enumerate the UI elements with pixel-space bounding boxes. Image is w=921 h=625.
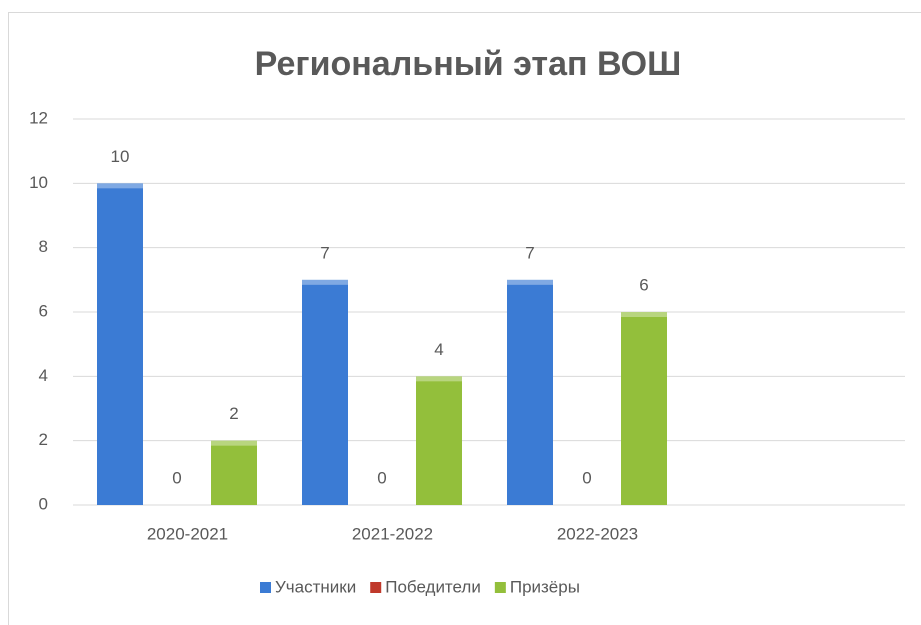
data-label: 6	[639, 275, 648, 294]
y-tick-label: 4	[39, 366, 48, 385]
legend-label: Призёры	[510, 577, 580, 596]
y-tick-label: 6	[39, 301, 48, 320]
bar	[302, 279, 348, 505]
chart-frame	[8, 12, 921, 625]
data-label: 0	[377, 468, 386, 487]
bar-highlight	[416, 376, 462, 382]
data-label: 7	[320, 243, 329, 262]
data-label: 4	[434, 340, 443, 359]
legend-swatch	[260, 582, 271, 593]
chart-title: Региональный этап ВОШ	[255, 45, 682, 83]
data-label: 0	[172, 468, 181, 487]
y-tick-label: 12	[29, 108, 48, 127]
y-tick-label: 8	[39, 237, 48, 256]
x-tick-label: 2021-2022	[352, 524, 433, 543]
bar	[507, 279, 553, 505]
bar	[97, 183, 143, 506]
legend-swatch	[494, 582, 506, 593]
data-label: 10	[111, 147, 130, 166]
legend-label: Участники	[275, 577, 356, 596]
bar-highlight	[211, 440, 257, 446]
bar	[211, 440, 257, 505]
data-label: 2	[229, 404, 238, 423]
bar-highlight	[302, 279, 348, 285]
x-tick-label: 2022-2023	[557, 524, 638, 543]
y-tick-label: 10	[29, 173, 48, 192]
x-tick-label: 2020-2021	[147, 524, 228, 543]
bar-highlight	[507, 279, 553, 285]
legend-swatch	[370, 582, 382, 593]
bar	[621, 312, 667, 505]
y-tick-label: 2	[39, 430, 48, 449]
data-label: 7	[525, 243, 534, 262]
bar-highlight	[621, 312, 667, 317]
bar-highlight	[97, 183, 143, 189]
bar	[416, 376, 462, 505]
y-tick-label: 0	[39, 494, 48, 513]
data-label: 0	[582, 468, 591, 487]
legend-label: Победители	[385, 577, 481, 596]
